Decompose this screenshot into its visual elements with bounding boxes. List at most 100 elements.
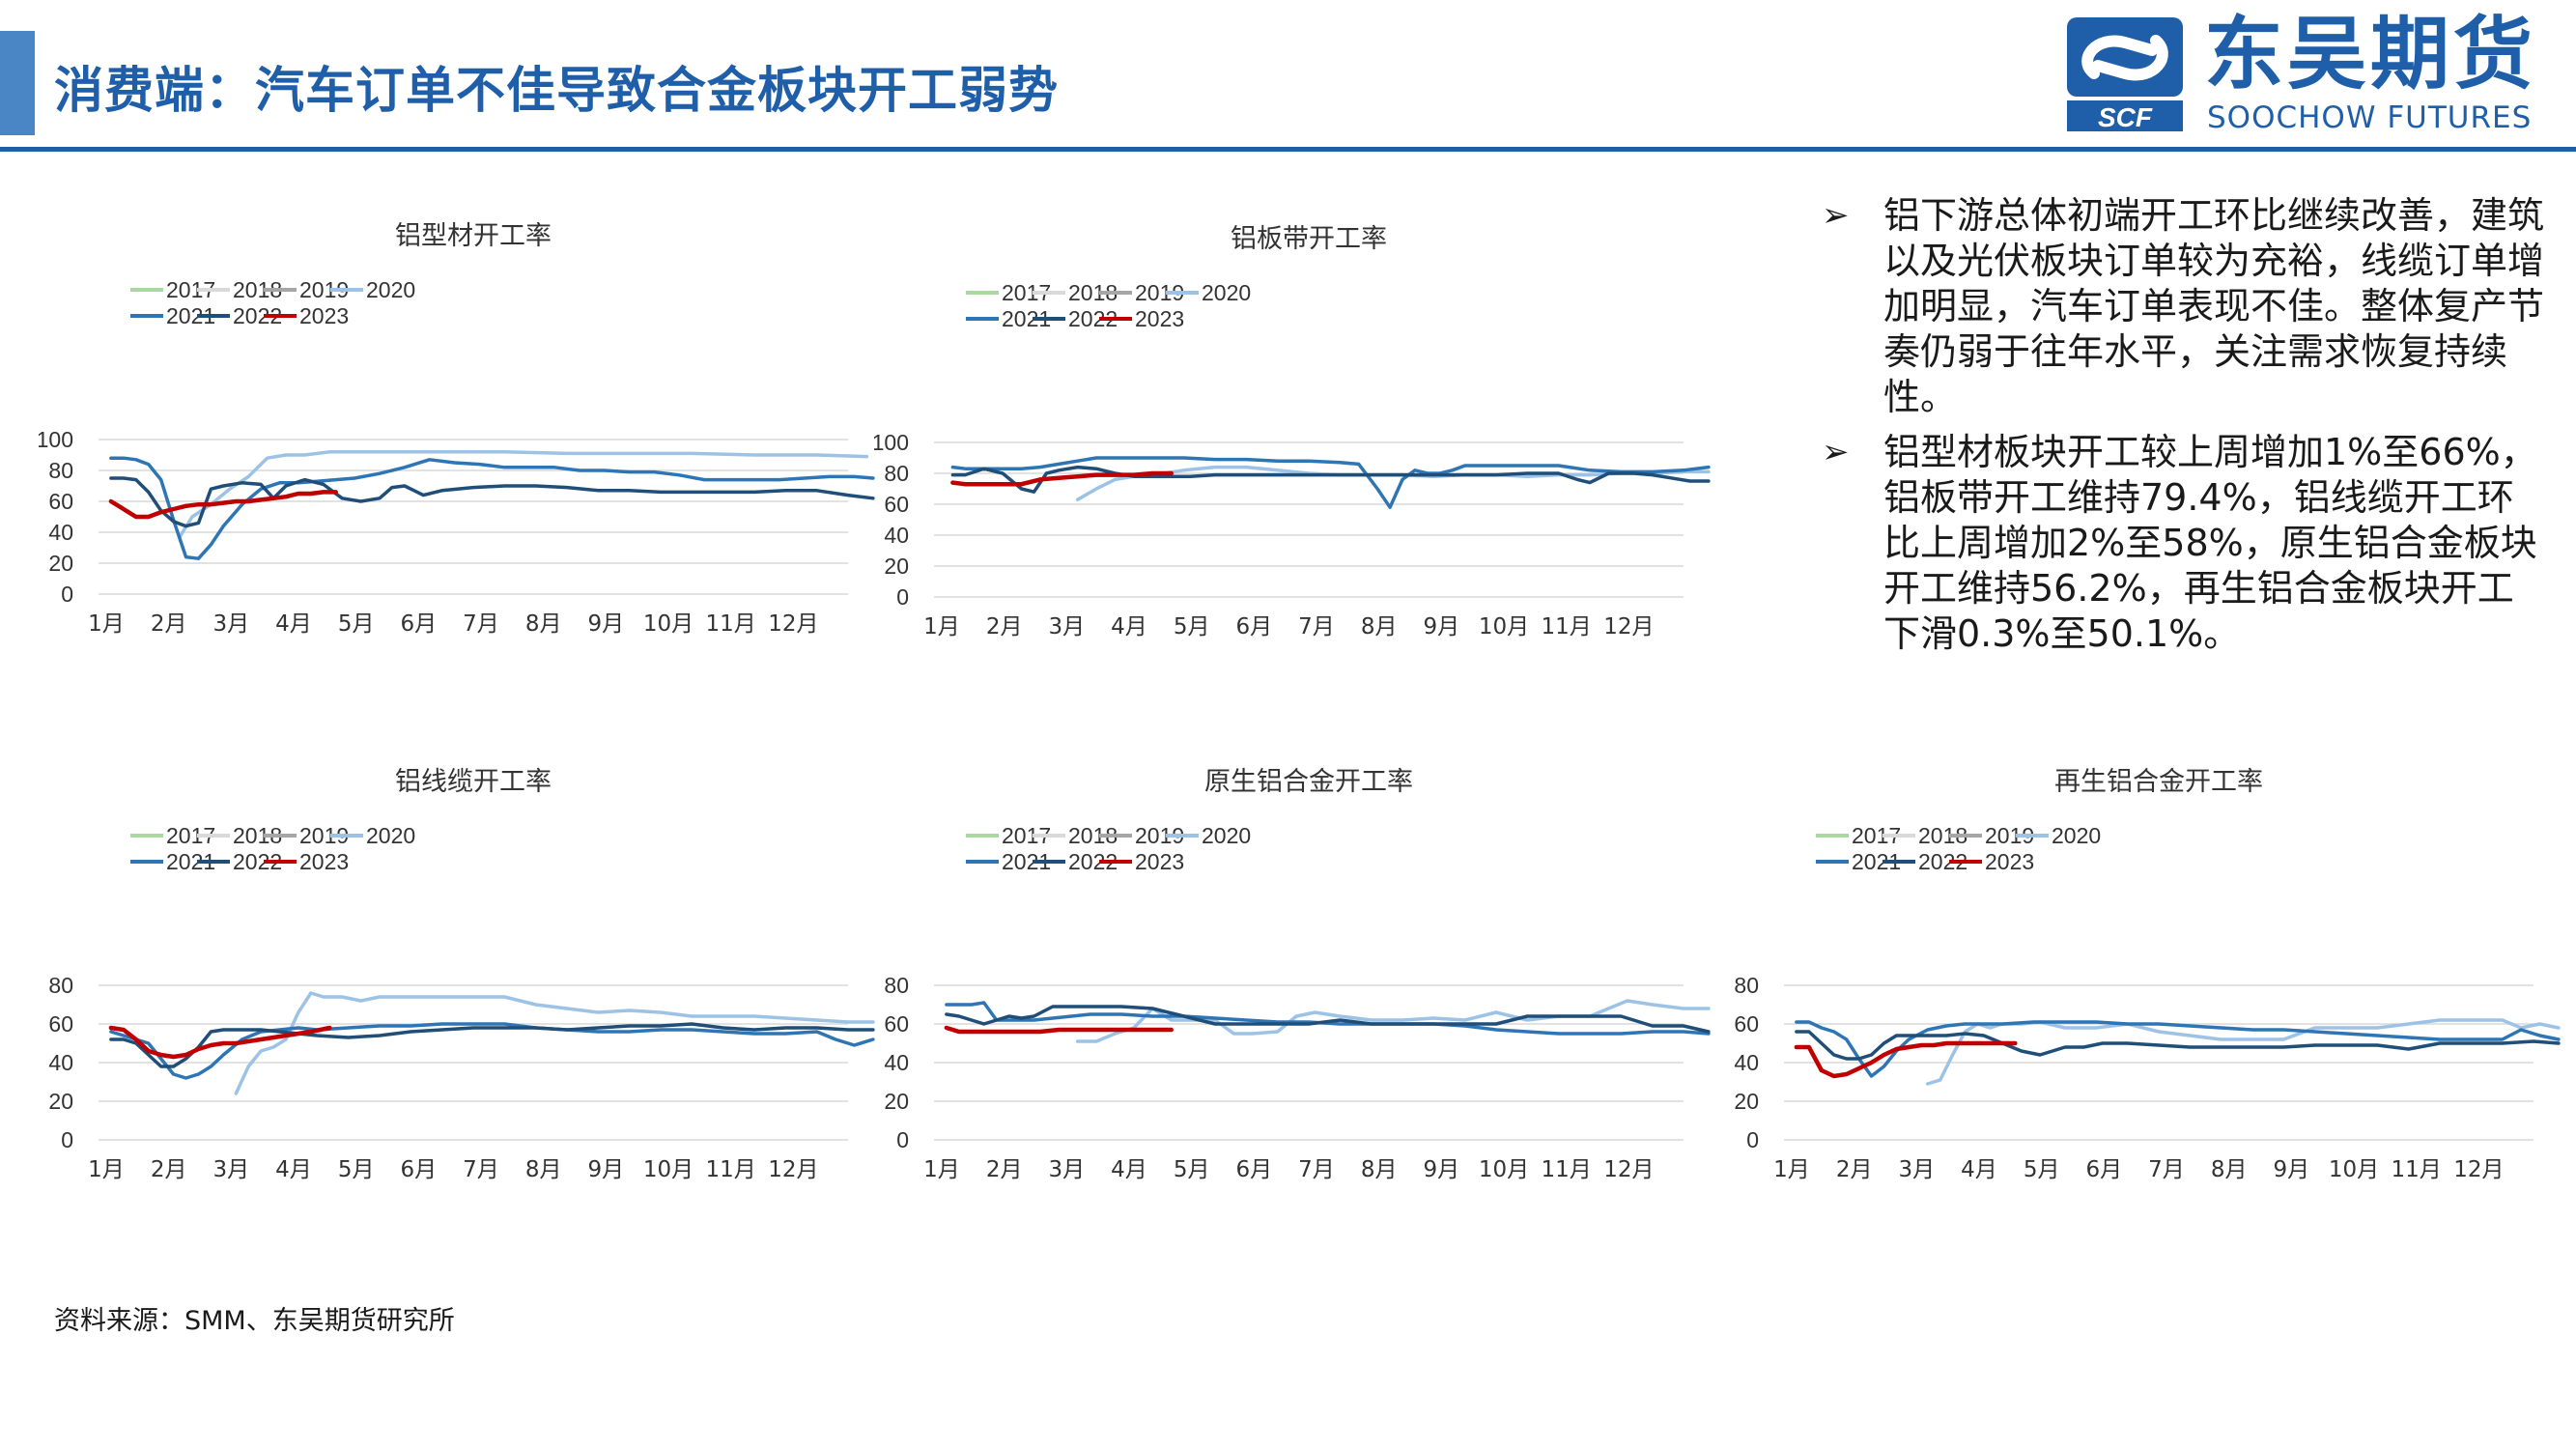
x-tick-label: 6月 (2086, 1157, 2123, 1182)
x-tick-label: 3月 (1049, 1157, 1086, 1182)
y-tick-label: 20 (884, 554, 909, 579)
legend-item: 2020 (330, 823, 415, 848)
x-tick-label: 8月 (1361, 1157, 1398, 1182)
x-tick-label: 2月 (986, 614, 1023, 639)
legend-item: 2022 (1882, 849, 1967, 874)
x-tick-label: 5月 (338, 1157, 375, 1182)
y-tick-label: 0 (896, 584, 909, 610)
series-line-2021 (109, 1022, 875, 1080)
brand-logo: SCF 东吴期货 SOOCHOW FUTURES (2067, 14, 2569, 135)
chart-title: 铝线缆开工率 (395, 767, 552, 797)
x-tick-label: 2月 (1836, 1157, 1873, 1182)
y-tick-label: 80 (48, 973, 73, 998)
legend-label: 2020 (366, 823, 415, 848)
series-line-2022 (109, 476, 875, 528)
x-tick-label: 3月 (1049, 614, 1086, 639)
y-tick-label: 80 (884, 461, 909, 486)
y-tick-label: 20 (48, 551, 73, 576)
legend-label: 2020 (1202, 280, 1251, 305)
legend-item: 2017 (130, 823, 215, 848)
legend-item: 2021 (966, 849, 1051, 874)
series-line-2023 (1794, 1040, 2018, 1079)
x-tick-label: 4月 (275, 611, 312, 637)
x-tick-label: 11月 (1542, 614, 1592, 639)
chart-aluminum-profile-utilization: 铝型材开工率 2017 2018 2019 2020 2021 2022 2023 0 20 40 6… (39, 208, 889, 749)
y-tick-label: 80 (1734, 973, 1759, 998)
logo-chinese-name: 东吴期货 (2204, 9, 2537, 100)
x-tick-label: 8月 (525, 611, 562, 637)
commentary-bullet: ➢ 铝型材板块开工较上周增加1%至66%，铝板带开工维持79.4%，铝线缆开工环… (1816, 430, 2550, 657)
x-tick-label: 5月 (1174, 1157, 1210, 1182)
y-tick-label: 80 (48, 458, 73, 483)
x-tick-label: 11月 (706, 1157, 756, 1182)
x-tick-label: 7月 (463, 611, 499, 637)
x-tick-label: 7月 (1298, 1157, 1335, 1182)
x-tick-label: 1月 (88, 1157, 125, 1182)
series-line-2021 (1795, 1020, 2561, 1078)
x-tick-label: 6月 (1236, 614, 1273, 639)
commentary-list: ➢ 铝下游总体初端开工环比继续改善，建筑以及光伏板块订单较为充裕，线缆订单增加明… (1816, 193, 2550, 667)
y-tick-label: 60 (884, 1011, 909, 1037)
legend-label: 2023 (1135, 306, 1184, 331)
x-tick-label: 6月 (401, 611, 438, 637)
x-tick-label: 10月 (2329, 1157, 2379, 1182)
y-tick-label: 0 (61, 582, 73, 607)
legend-item: 2020 (1166, 823, 1251, 848)
y-tick-label: 40 (1734, 1050, 1759, 1075)
x-tick-label: 7月 (2148, 1157, 2185, 1182)
y-tick-label: 60 (1734, 1011, 1759, 1037)
x-tick-label: 10月 (643, 611, 694, 637)
x-tick-label: 3月 (213, 611, 250, 637)
x-tick-label: 5月 (338, 611, 375, 637)
x-tick-label: 3月 (1899, 1157, 1936, 1182)
x-tick-label: 10月 (1479, 614, 1529, 639)
x-tick-label: 2月 (151, 611, 187, 637)
legend-item: 2023 (1099, 849, 1184, 874)
y-tick-label: 100 (874, 430, 909, 455)
legend-label: 2020 (2052, 823, 2101, 848)
x-tick-label: 6月 (401, 1157, 438, 1182)
x-tick-label: 4月 (1961, 1157, 1997, 1182)
commentary-bullet: ➢ 铝下游总体初端开工环比继续改善，建筑以及光伏板块订单较为充裕，线缆订单增加明… (1816, 193, 2550, 420)
series-line-2020 (234, 991, 875, 1095)
y-tick-label: 0 (896, 1127, 909, 1152)
x-tick-label: 11月 (1542, 1157, 1592, 1182)
x-tick-label: 12月 (2453, 1157, 2504, 1182)
scf-logo-icon: SCF (2067, 17, 2183, 131)
x-tick-label: 1月 (88, 611, 125, 637)
x-tick-label: 2月 (151, 1157, 187, 1182)
x-tick-label: 4月 (275, 1157, 312, 1182)
y-tick-label: 20 (1734, 1089, 1759, 1114)
legend-item: 2023 (264, 849, 349, 874)
series-line-2022 (109, 1022, 875, 1068)
header-divider (0, 147, 2576, 152)
series-line-2021 (950, 456, 1711, 509)
x-tick-label: 9月 (1424, 1157, 1460, 1182)
x-tick-label: 9月 (588, 1157, 625, 1182)
commentary-text: 铝型材板块开工较上周增加1%至66%，铝板带开工维持79.4%，铝线缆开工环比上… (1883, 431, 2537, 655)
legend-item: 2023 (1099, 306, 1184, 331)
page-title: 消费端：汽车订单不佳导致合金板块开工弱势 (54, 63, 1060, 120)
x-tick-label: 12月 (1603, 614, 1654, 639)
legend-item: 2023 (264, 303, 349, 328)
y-tick-label: 80 (884, 973, 909, 998)
series-line-2021 (109, 456, 875, 560)
legend-label: 2023 (1985, 849, 2034, 874)
y-tick-label: 20 (48, 1089, 73, 1114)
chart-secondary-alloy-utilization: 再生铝合金开工率 2017 2018 2019 2020 2021 2022 2023 0 20 4… (1724, 753, 2574, 1294)
x-tick-label: 11月 (2392, 1157, 2442, 1182)
legend-label: 2023 (299, 849, 349, 874)
x-tick-label: 10月 (1479, 1157, 1529, 1182)
x-tick-label: 8月 (1361, 614, 1398, 639)
y-tick-label: 40 (48, 520, 73, 545)
x-tick-label: 6月 (1236, 1157, 1273, 1182)
chart-title: 铝型材开工率 (395, 221, 552, 251)
series-line-2021 (945, 1001, 1711, 1036)
chart-title: 原生铝合金开工率 (1204, 767, 1413, 797)
chart-aluminum-cable-utilization: 铝线缆开工率 2017 2018 2019 2020 2021 2022 2023 0 20 40 6… (39, 753, 889, 1294)
